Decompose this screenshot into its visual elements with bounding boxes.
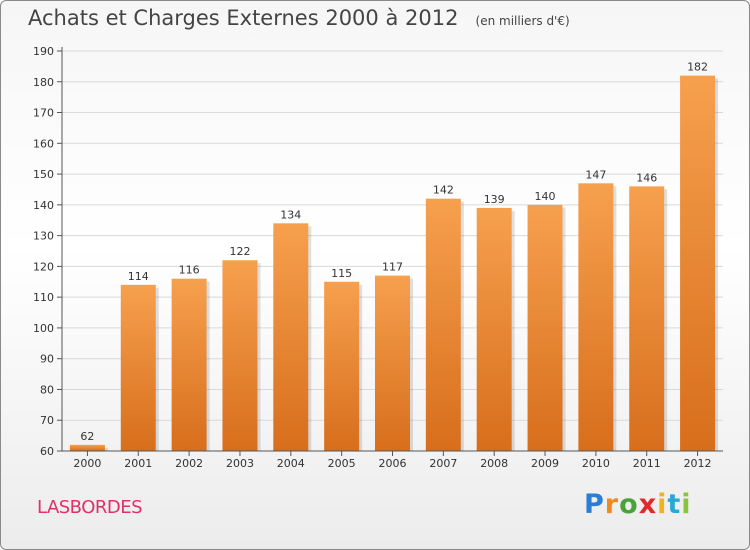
label-layer: 62 114 116 122 134 115 117 142 139 140 147 146 182 — [80, 61, 708, 443]
proxiti-logo: Proxiti — [584, 489, 692, 520]
value-label: 146 — [636, 171, 657, 184]
chart-unit-text: (en milliers d'€) — [475, 14, 570, 28]
value-label: 115 — [331, 267, 352, 280]
y-tick-label: 140 — [33, 199, 54, 212]
x-tick-label: 2011 — [633, 457, 661, 470]
y-tick-label: 120 — [33, 260, 54, 273]
value-label: 139 — [484, 193, 505, 206]
x-tick-label: 2012 — [684, 457, 712, 470]
x-tick-label: 2010 — [582, 457, 610, 470]
logo-letter: i — [657, 489, 668, 520]
y-tick-label: 130 — [33, 230, 54, 243]
y-tick-label: 190 — [33, 45, 54, 58]
bar-shadow — [104, 447, 108, 451]
value-label: 134 — [280, 208, 301, 221]
bar-shadow — [308, 226, 312, 451]
logo-letter: i — [681, 489, 692, 520]
value-label: 114 — [128, 270, 149, 283]
bar-2006 — [375, 275, 410, 451]
y-tick-label: 100 — [33, 322, 54, 335]
bar-shadow — [562, 207, 566, 451]
bar-shadow — [257, 263, 261, 451]
value-label: 122 — [229, 245, 250, 258]
x-tick-label: 2001 — [124, 457, 152, 470]
value-label: 62 — [80, 430, 94, 443]
axis-layer: 60 70 80 90 100 110 120 130 140 150 160 170 180 190 20… — [33, 45, 723, 470]
x-tick-label: 2005 — [328, 457, 356, 470]
y-tick-label: 60 — [40, 445, 54, 458]
bar-shadow — [206, 281, 210, 451]
value-label: 147 — [585, 168, 606, 181]
bar-2005 — [324, 281, 360, 451]
logo-letter: r — [604, 489, 620, 520]
chart-title: Achats et Charges Externes 2000 à 2012 (… — [28, 6, 570, 30]
y-tick-label: 90 — [40, 353, 54, 366]
bar-2010 — [578, 183, 614, 452]
value-label: 140 — [535, 190, 556, 203]
x-tick-label: 2003 — [226, 457, 254, 470]
bar-2001 — [120, 284, 156, 451]
bar-layer — [69, 75, 719, 452]
bar-shadow — [511, 210, 515, 451]
value-label: 117 — [382, 261, 403, 274]
bar-shadow — [460, 201, 464, 451]
bar-shadow — [359, 284, 363, 451]
x-tick-label: 2006 — [379, 457, 407, 470]
bar-2007 — [425, 198, 461, 451]
bar-shadow — [410, 278, 413, 451]
place-name: LASBORDES — [37, 497, 143, 518]
bar-2000 — [69, 444, 105, 451]
bar-shadow — [715, 78, 719, 451]
bar-2008 — [476, 207, 512, 451]
bar-2004 — [273, 223, 309, 451]
bar-2012 — [680, 75, 716, 451]
bar-2011 — [629, 186, 665, 451]
y-tick-label: 70 — [40, 414, 54, 427]
bar-2003 — [222, 260, 258, 451]
bar-shadow — [155, 287, 159, 451]
bar-2002 — [171, 278, 207, 451]
value-label: 182 — [687, 61, 708, 74]
value-label: 142 — [433, 184, 454, 197]
bar-shadow — [613, 186, 617, 452]
bar-shadow — [664, 189, 668, 451]
x-tick-label: 2004 — [277, 457, 305, 470]
logo-letter: x — [638, 489, 658, 520]
logo-letter: t — [667, 489, 682, 520]
bar-2009 — [527, 204, 563, 451]
x-tick-label: 2000 — [73, 457, 101, 470]
x-tick-label: 2002 — [175, 457, 203, 470]
y-tick-label: 110 — [33, 291, 54, 304]
x-tick-label: 2008 — [480, 457, 508, 470]
y-tick-label: 160 — [33, 137, 54, 150]
chart-title-text: Achats et Charges Externes 2000 à 2012 — [28, 6, 459, 30]
x-tick-label: 2009 — [531, 457, 559, 470]
logo-letter: P — [584, 489, 605, 520]
x-tick-label: 2007 — [429, 457, 457, 470]
y-tick-label: 150 — [33, 168, 54, 181]
y-tick-label: 170 — [33, 107, 54, 120]
y-tick-label: 180 — [33, 76, 54, 89]
value-label: 116 — [179, 264, 200, 277]
logo-letter: o — [619, 489, 639, 520]
y-tick-label: 80 — [40, 383, 54, 396]
